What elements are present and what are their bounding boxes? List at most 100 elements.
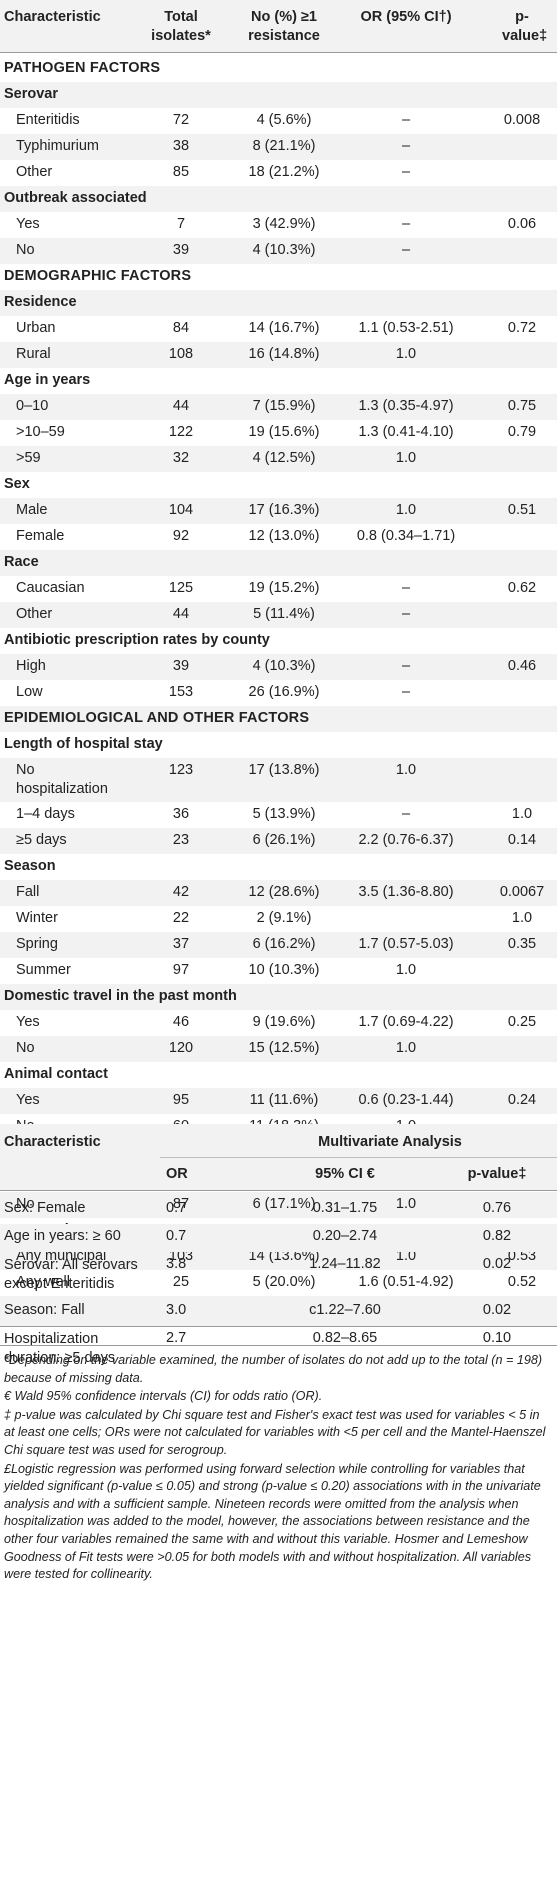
odds-ratio-cell: – bbox=[401, 606, 411, 622]
multivariate-row: Sex: Female 0.7 0.31–1.75 0.76 bbox=[0, 1196, 557, 1224]
row-label: Enteritidis bbox=[16, 112, 80, 128]
table1-bottom-rule bbox=[0, 1326, 557, 1327]
group-label: Season bbox=[4, 858, 56, 874]
p-value-cell: 0.52 bbox=[507, 1274, 537, 1290]
row-label: High bbox=[16, 658, 46, 674]
group-label: Sex bbox=[4, 476, 30, 492]
odds-ratio-cell: 1.1 (0.53-2.51) bbox=[358, 320, 454, 336]
p-value-cell: 0.008 bbox=[503, 112, 541, 128]
resistance-cell: 5 (20.0%) bbox=[252, 1274, 316, 1290]
p-value-cell: 0.51 bbox=[507, 502, 537, 518]
p-value-cell: 0.25 bbox=[507, 1014, 537, 1030]
total-isolates-cell: 103 bbox=[168, 1248, 194, 1264]
table-row: Winter 22 2 (9.1%) 1.0 bbox=[0, 906, 557, 932]
odds-ratio-cell: – bbox=[401, 138, 411, 154]
table-row: Fall 42 12 (28.6%) 3.5 (1.36-8.80) 0.0067 bbox=[0, 880, 557, 906]
odds-ratio-cell: 0.6 (0.23-1.44) bbox=[358, 1092, 454, 1108]
confidence-interval-cell: 0.20–2.74 bbox=[312, 1228, 378, 1244]
row-label: Yes bbox=[16, 1014, 40, 1030]
total-isolates-cell: 104 bbox=[168, 502, 194, 518]
header2-divider bbox=[0, 1190, 557, 1191]
total-isolates-cell: 122 bbox=[168, 424, 194, 440]
footnote-isolates: *Depending on the variable examined, the… bbox=[4, 1353, 543, 1385]
row-label: Sex: Female bbox=[4, 1200, 86, 1216]
header2-ci: 95% CI € bbox=[315, 1166, 375, 1182]
confidence-interval-cell: 0.82–8.65 bbox=[312, 1330, 378, 1346]
p-value-cell: 0.53 bbox=[507, 1248, 537, 1264]
table-row: Male 104 17 (16.3%) 1.0 0.51 bbox=[0, 498, 557, 524]
resistance-cell: 5 (11.4%) bbox=[253, 606, 315, 622]
total-isolates-cell: 39 bbox=[172, 242, 190, 258]
odds-ratio-cell: 1.3 (0.41-4.10) bbox=[358, 424, 454, 440]
section-label: PATHOGEN FACTORS bbox=[4, 60, 161, 76]
footnote-logistic: £Logistic regression was performed using… bbox=[4, 1461, 541, 1582]
odds-ratio-cell: – bbox=[401, 112, 411, 128]
footnote-pvalue: ‡ p-value was calculated by Chi square t… bbox=[4, 1407, 546, 1457]
resistance-cell: 14 (13.6%) bbox=[248, 1248, 320, 1264]
resistance-cell: 11 (11.6%) bbox=[249, 1092, 319, 1108]
odds-ratio-cell: – bbox=[401, 658, 411, 674]
total-isolates-cell: 123 bbox=[168, 762, 194, 778]
total-isolates-cell: 84 bbox=[172, 320, 190, 336]
row-label: Age in years: ≥ 60 bbox=[4, 1228, 121, 1244]
table-row: Summer 97 10 (10.3%) 1.0 bbox=[0, 958, 557, 984]
total-isolates-cell: 38 bbox=[172, 138, 190, 154]
total-isolates-cell: 23 bbox=[172, 832, 190, 848]
resistance-cell: 19 (15.2%) bbox=[248, 580, 320, 596]
table-row: 1–4 days 36 5 (13.9%) – 1.0 bbox=[0, 802, 557, 828]
odds-ratio-cell: 1.7 (0.69-4.22) bbox=[358, 1014, 454, 1030]
row-label: Any municipal bbox=[16, 1248, 107, 1264]
multivariate-row: Serovar: All serovars except Enteritidis… bbox=[0, 1252, 557, 1298]
multivariate-row: Age in years: ≥ 60 0.7 0.20–2.74 0.82 bbox=[0, 1224, 557, 1252]
total-isolates-cell: 85 bbox=[172, 164, 190, 180]
row-label: No bbox=[16, 1040, 35, 1056]
table-row: No hospitalization 123 17 (13.8%) 1.0 bbox=[0, 758, 557, 802]
footnote-wald: € Wald 95% confidence intervals (CI) for… bbox=[4, 1389, 323, 1404]
table-row: Other 85 18 (21.2%) – bbox=[0, 160, 557, 186]
total-isolates-cell: 108 bbox=[168, 346, 194, 362]
row-label: Other bbox=[16, 164, 53, 180]
row-label: Male bbox=[16, 502, 48, 518]
odds-ratio-cell: 1.0 bbox=[395, 1040, 417, 1056]
table-row: Typhimurium 38 8 (21.1%) – bbox=[0, 134, 557, 160]
odds-ratio-cell: 1.3 (0.35-4.97) bbox=[358, 398, 454, 414]
confidence-interval-cell: c1.22–7.60 bbox=[309, 1302, 381, 1318]
group-row: Race bbox=[0, 550, 557, 576]
resistance-cell: 4 (10.3%) bbox=[252, 658, 316, 674]
total-isolates-cell: 32 bbox=[172, 450, 190, 466]
group-row: Residence bbox=[0, 290, 557, 316]
group-row: Domestic travel in the past month bbox=[0, 984, 557, 1010]
odds-ratio-cell: – bbox=[401, 164, 411, 180]
row-label: No hospitalization bbox=[16, 762, 108, 797]
p-value-cell: 1.0 bbox=[511, 806, 533, 822]
total-isolates-cell: 125 bbox=[168, 580, 194, 596]
table-row: 0–10 44 7 (15.9%) 1.3 (0.35-4.97) 0.75 bbox=[0, 394, 557, 420]
resistance-cell: 9 (19.6%) bbox=[252, 1014, 316, 1030]
odds-ratio-cell: 1.6 (0.51-4.92) bbox=[358, 1274, 454, 1290]
header-divider bbox=[0, 52, 557, 53]
table-row: Rural 108 16 (14.8%) 1.0 bbox=[0, 342, 557, 368]
row-label: Typhimurium bbox=[16, 138, 99, 154]
odds-ratio-cell: – bbox=[401, 216, 411, 232]
resistance-cell: 16 (14.8%) bbox=[248, 346, 320, 362]
total-isolates-cell: 44 bbox=[172, 398, 190, 414]
odds-ratio-cell: 1.0 bbox=[395, 1248, 417, 1264]
resistance-cell: 19 (15.6%) bbox=[248, 424, 320, 440]
row-label: 1–4 days bbox=[16, 806, 75, 822]
table-row: >59 32 4 (12.5%) 1.0 bbox=[0, 446, 557, 472]
header-characteristic: Characteristic bbox=[4, 9, 101, 25]
odds-ratio-cell: – bbox=[401, 684, 411, 700]
univariate-table-header: Characteristic Total isolates* No (%) ≥1… bbox=[0, 0, 557, 52]
odds-ratio-cell: 2.2 (0.76-6.37) bbox=[358, 832, 454, 848]
group-row: Outbreak associated bbox=[0, 186, 557, 212]
p-value-cell: 0.14 bbox=[507, 832, 537, 848]
row-label: ≥5 days bbox=[16, 832, 67, 848]
resistance-cell: 10 (10.3%) bbox=[248, 962, 320, 978]
row-label: Urban bbox=[16, 320, 56, 336]
group-row: Sex bbox=[0, 472, 557, 498]
footnote-divider bbox=[0, 1345, 557, 1346]
group-label: Length of hospital stay bbox=[4, 736, 163, 752]
total-isolates-cell: 120 bbox=[168, 1040, 194, 1056]
row-label: Any well bbox=[16, 1274, 70, 1290]
group-label: Outbreak associated bbox=[4, 190, 147, 206]
